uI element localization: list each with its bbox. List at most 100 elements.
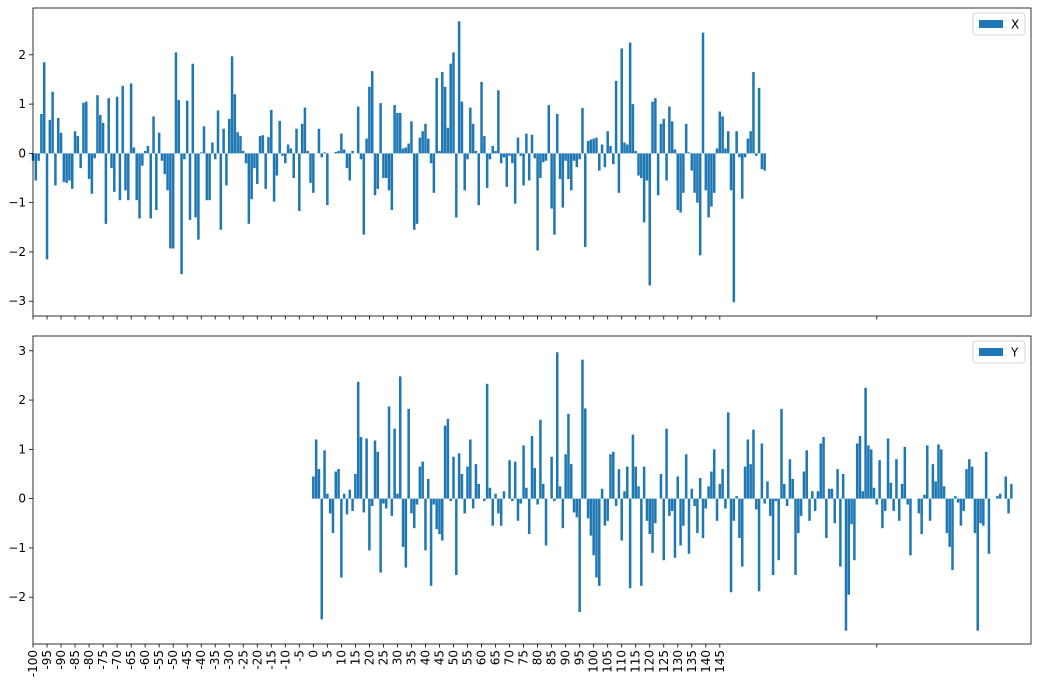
bottom-bar: [471, 498, 475, 509]
bottom-bar: [401, 498, 405, 547]
top-bar: [555, 113, 559, 154]
top-bar: [609, 145, 612, 154]
top-bar: [710, 153, 713, 207]
top-bar: [34, 153, 38, 181]
top-bar: [376, 153, 380, 189]
top-y-tick-label: −1: [8, 196, 26, 210]
bottom-bar: [841, 473, 845, 499]
top-bar: [421, 131, 424, 154]
top-bar: [455, 153, 458, 218]
top-bar: [558, 153, 562, 180]
bottom-bar: [384, 498, 388, 509]
top-bar: [763, 153, 766, 171]
top-bar: [171, 153, 175, 249]
top-bar: [90, 153, 94, 194]
bottom-bar: [679, 498, 682, 546]
top-bar: [211, 142, 214, 154]
bottom-bar: [359, 437, 363, 499]
bottom-bar: [497, 498, 500, 514]
bottom-bar: [822, 437, 825, 499]
top-bar: [606, 131, 609, 154]
top-bar: [684, 123, 688, 154]
bottom-bar: [869, 449, 873, 499]
bottom-bar: [794, 498, 797, 575]
bottom-bar: [710, 471, 713, 499]
top-bar: [600, 144, 604, 154]
bottom-bar: [928, 498, 932, 521]
bottom-bar: [836, 469, 839, 499]
top-bar: [323, 152, 326, 154]
x-tick-label: -25: [236, 650, 250, 670]
bottom-bar: [752, 429, 755, 499]
top-bar: [682, 153, 685, 193]
top-bar: [698, 153, 702, 256]
bottom-bar: [659, 473, 663, 499]
x-tick-label: 120: [643, 650, 657, 673]
top-bar: [477, 153, 480, 206]
bottom-bar: [354, 473, 357, 499]
bottom-bar: [979, 498, 982, 524]
top-chart-panel: −3 −2 −1 0 1 2 X: [8, 7, 1032, 320]
bottom-bar: [844, 498, 848, 631]
bottom-bar: [370, 498, 374, 507]
top-y-tick-label: 1: [18, 97, 26, 111]
bottom-bar: [595, 498, 598, 578]
bottom-bar: [712, 449, 716, 499]
bottom-bar: [839, 498, 842, 567]
bottom-bar: [769, 498, 772, 516]
x-tick-label: -100: [26, 650, 40, 677]
bottom-bar: [626, 466, 629, 499]
top-bar: [415, 153, 419, 224]
top-bar: [642, 153, 646, 223]
top-axes-frame: [32, 7, 1032, 317]
bottom-bar: [897, 498, 901, 521]
top-bar: [598, 153, 601, 171]
top-bar: [370, 71, 374, 154]
top-bar: [687, 152, 691, 154]
x-tick-label: 105: [601, 650, 615, 673]
top-bar: [118, 153, 122, 201]
top-bar: [572, 153, 576, 161]
bottom-bar: [340, 498, 343, 578]
top-bar: [56, 117, 60, 154]
top-bar: [533, 153, 537, 159]
bottom-bar: [452, 456, 455, 499]
x-tick-label: -90: [54, 650, 68, 670]
bottom-legend: Y: [972, 340, 1026, 364]
bottom-bar: [429, 498, 433, 586]
bottom-bar: [513, 461, 517, 499]
bottom-bar: [813, 498, 817, 511]
top-bar: [337, 150, 340, 154]
bottom-bar: [1010, 483, 1013, 499]
top-bar: [351, 150, 354, 154]
bottom-bar: [376, 451, 380, 499]
top-bar: [73, 131, 77, 154]
bottom-bar: [684, 454, 688, 499]
top-bar: [438, 150, 441, 154]
top-bar: [463, 153, 466, 191]
top-bar: [275, 153, 279, 176]
bottom-bar: [362, 498, 366, 513]
top-bar: [362, 153, 366, 235]
top-bar: [634, 150, 637, 154]
top-bar: [553, 153, 556, 235]
bottom-bar: [494, 493, 497, 499]
bottom-bar: [670, 498, 674, 511]
top-bar: [614, 80, 618, 154]
top-bar: [651, 101, 654, 154]
top-bar: [396, 112, 399, 154]
top-bar: [637, 153, 640, 176]
bottom-bar: [438, 498, 441, 535]
bottom-bar: [544, 498, 548, 546]
top-bar: [278, 120, 281, 154]
bottom-bar: [342, 493, 346, 499]
top-bar: [233, 94, 237, 154]
bottom-bar: [351, 498, 354, 511]
top-bar: [432, 153, 436, 193]
bottom-bar: [951, 498, 954, 571]
top-bar: [413, 153, 416, 230]
top-bar: [519, 153, 523, 156]
bottom-bar: [808, 498, 811, 521]
top-bar: [491, 145, 495, 154]
bottom-bar: [962, 498, 965, 511]
